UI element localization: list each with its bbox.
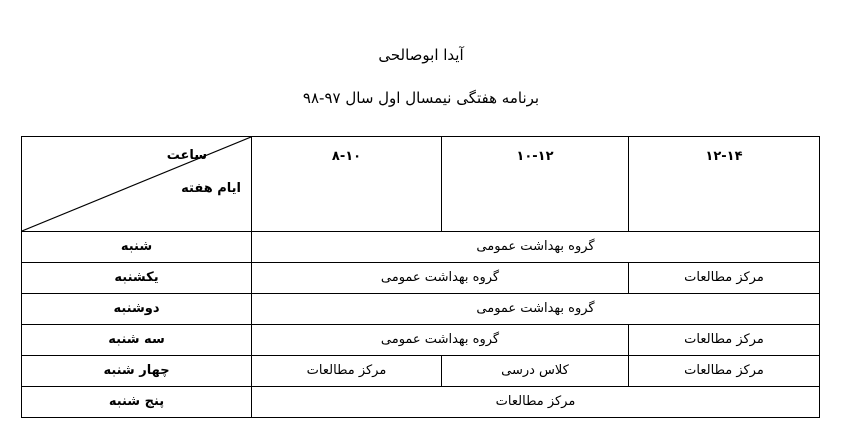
diagonal-divider-icon [22,137,251,231]
table-row: مرکز مطالعات کلاس درسی مرکز مطالعات چهار شن… [21,355,820,387]
activity-cell: گروه بهداشت عمومی [251,293,820,325]
table-row: مرکز مطالعات گروه بهداشت عمومی سه شنبه [21,324,820,356]
title-block: آیدا ابوصالحی برنامه هفتگی نیمسال اول سا… [0,44,842,109]
day-name-cell: چهار شنبه [21,355,252,387]
time-slot-header-8-10: ۸-۱۰ [251,136,442,232]
corner-days-label: ایام هفته [181,181,241,196]
time-slot-header-12-14: ۱۲-۱۴ [628,136,820,232]
table-row: گروه بهداشت عمومی دوشنبه [21,293,820,325]
schedule-table-body: ۱۲-۱۴ ۱۰-۱۲ ۸-۱۰ ساعت ایام هفته گروه بهد… [21,136,820,418]
schedule-table-container: ۱۲-۱۴ ۱۰-۱۲ ۸-۱۰ ساعت ایام هفته گروه بهد… [21,136,820,418]
day-name-cell: پنج شنبه [21,386,252,418]
activity-cell: مرکز مطالعات [251,386,820,418]
day-name-cell: شنبه [21,231,252,263]
activity-cell: گروه بهداشت عمومی [251,262,629,294]
activity-cell: مرکز مطالعات [628,324,820,356]
weekly-schedule-table: ۱۲-۱۴ ۱۰-۱۲ ۸-۱۰ ساعت ایام هفته گروه بهد… [21,136,820,418]
day-name-cell: سه شنبه [21,324,252,356]
table-header-row: ۱۲-۱۴ ۱۰-۱۲ ۸-۱۰ ساعت ایام هفته [21,136,820,232]
time-slot-header-10-12: ۱۰-۱۲ [441,136,629,232]
table-row: گروه بهداشت عمومی شنبه [21,231,820,263]
corner-hour-label: ساعت [166,148,207,163]
activity-cell: مرکز مطالعات [628,262,820,294]
activity-cell: کلاس درسی [441,355,629,387]
table-row: مرکز مطالعات گروه بهداشت عمومی یکشنبه [21,262,820,294]
day-name-cell: دوشنبه [21,293,252,325]
corner-header-cell: ساعت ایام هفته [21,136,252,232]
activity-cell: مرکز مطالعات [251,355,442,387]
activity-cell: مرکز مطالعات [628,355,820,387]
activity-cell: گروه بهداشت عمومی [251,324,629,356]
schedule-title: برنامه هفتگی نیمسال اول سال ۹۷-۹۸ [302,89,540,107]
day-name-cell: یکشنبه [21,262,252,294]
instructor-name: آیدا ابوصالحی [378,46,464,64]
activity-cell: گروه بهداشت عمومی [251,231,820,263]
table-row: مرکز مطالعات پنج شنبه [21,386,820,418]
